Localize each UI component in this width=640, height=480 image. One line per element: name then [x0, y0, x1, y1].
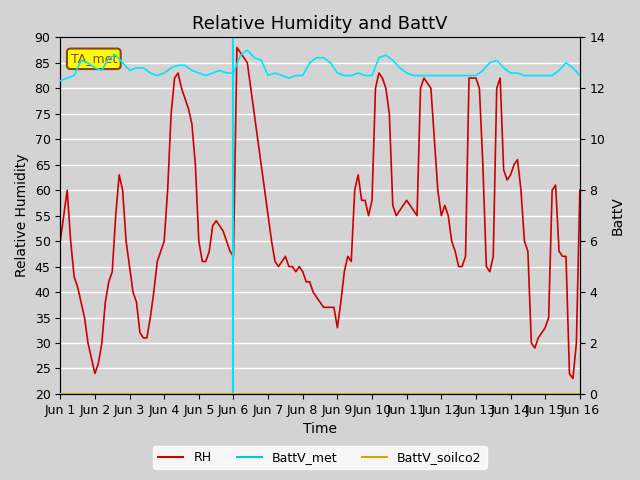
Y-axis label: Relative Humidity: Relative Humidity: [15, 154, 29, 277]
X-axis label: Time: Time: [303, 422, 337, 436]
Text: TA_met: TA_met: [70, 52, 117, 65]
Y-axis label: BattV: BattV: [611, 196, 625, 235]
Title: Relative Humidity and BattV: Relative Humidity and BattV: [192, 15, 448, 33]
Legend: RH, BattV_met, BattV_soilco2: RH, BattV_met, BattV_soilco2: [154, 446, 486, 469]
